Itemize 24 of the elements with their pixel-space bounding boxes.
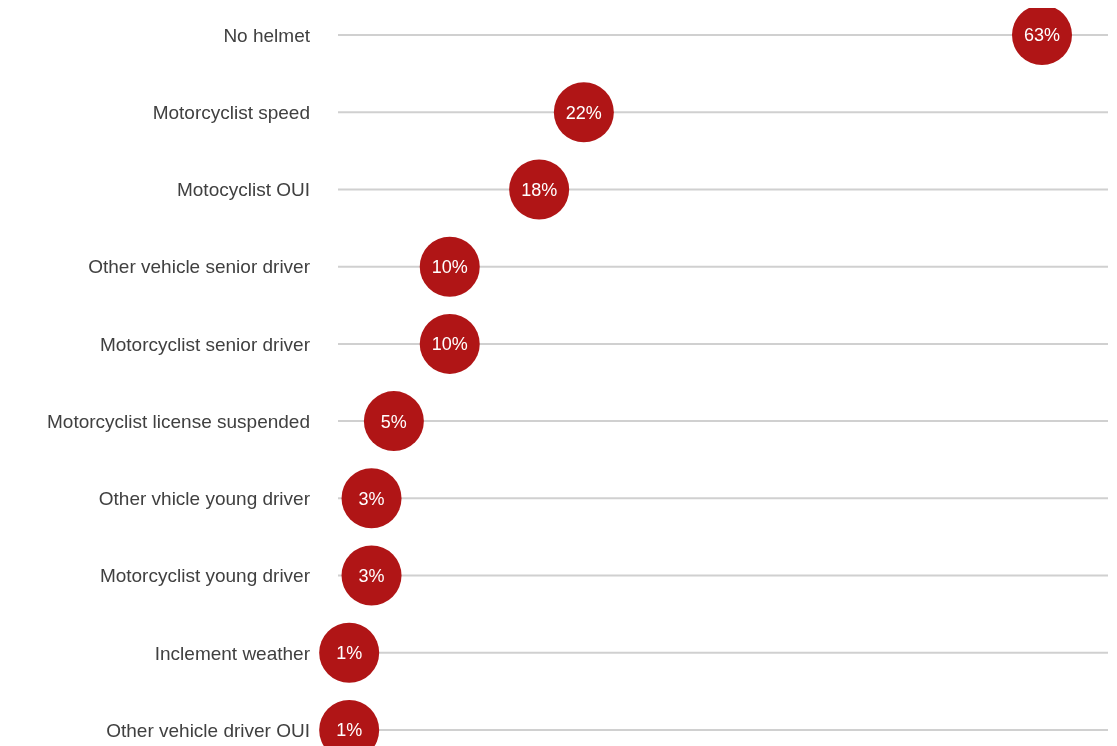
- y-tick-label: No helmet: [223, 24, 311, 46]
- point: [319, 622, 380, 683]
- data-label: 63%: [1023, 25, 1061, 46]
- y-tick-label: Other vhicle young driver: [98, 488, 311, 510]
- y-tick-label: Motorcyclist speed: [152, 101, 310, 123]
- data-label: 10%: [431, 257, 468, 278]
- y-tick-label: Other vehicle senior driver: [88, 256, 311, 278]
- y-tick-label: Inclement weather: [154, 642, 311, 664]
- y-tick-label: Motorcyclist young driver: [99, 565, 311, 587]
- data-label: 22%: [565, 102, 602, 123]
- y-tick-label: Other vehicle driver OUI: [106, 719, 310, 741]
- point: [341, 468, 402, 529]
- y-tick-label: Motorcyclist senior driver: [99, 333, 311, 355]
- point: [363, 391, 424, 452]
- point: [341, 545, 402, 606]
- data-label: 3%: [358, 488, 385, 509]
- data-label: 1%: [336, 643, 363, 664]
- y-tick-label: Motocyclist OUI: [176, 179, 310, 201]
- data-label: 5%: [380, 411, 407, 432]
- y-tick-label: Motorcyclist license suspended: [47, 410, 310, 432]
- data-label: 18%: [521, 179, 558, 200]
- data-label: 1%: [336, 720, 363, 741]
- data-label: 3%: [358, 565, 385, 586]
- data-label: 10%: [431, 334, 468, 355]
